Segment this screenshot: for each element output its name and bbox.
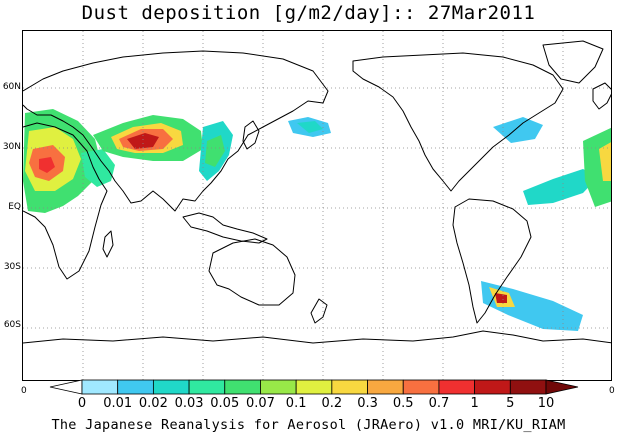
colorbar-tick-label: 0.1 [285, 396, 307, 411]
lat-label-eq: EQ [8, 202, 21, 212]
colorbar-cell [152, 379, 190, 395]
dust-plume-north-pacific-inner [297, 121, 323, 133]
colorbar-tick-label: 0.02 [138, 396, 168, 411]
dust-plume-patagonia-hot [495, 293, 507, 303]
colorbar-tick-label: 0.3 [357, 396, 378, 411]
colorbar-left-edge-label: 0 [21, 386, 27, 396]
colorbar-cell [117, 379, 154, 395]
dust-field [23, 109, 611, 331]
colorbar-cell-over [545, 379, 579, 395]
colorbar-cell-under [49, 379, 83, 395]
map-title: Dust deposition [g/m2/day]:: 27Mar2011 [81, 2, 536, 24]
europe-east-edge [592, 82, 611, 110]
australia-coast [208, 238, 296, 306]
colorbar-tick-label: 0.2 [321, 396, 343, 411]
dust-plume-sahara-hot [39, 157, 55, 173]
colorbar-tick-label: 0.03 [174, 396, 204, 411]
greenland-coast [542, 40, 604, 84]
colorbar-tick-label: 5 [506, 396, 515, 411]
colorbar-tick-label: 0 [77, 396, 87, 411]
map-canvas [23, 31, 611, 380]
colorbar-cell [81, 379, 119, 395]
colorbar-cell [474, 379, 511, 395]
colorbar-tick-label: 0.01 [103, 396, 133, 411]
dust-plume-patagonia [481, 281, 583, 331]
colorbar-tick-label: 1 [470, 396, 479, 411]
lat-label-60s: 60S [3, 320, 21, 330]
colorbar-cell [224, 379, 261, 395]
world-map [22, 30, 612, 381]
dust-plume-west-africa-east-core [599, 142, 611, 181]
dust-plume-north-america [493, 117, 543, 143]
lat-label-30s: 30S [3, 262, 21, 272]
colorbar [49, 379, 579, 395]
colorbar-cell [331, 379, 368, 395]
colorbar-tick-label: 0.7 [428, 396, 450, 411]
madagascar-coast [102, 230, 114, 258]
colorbar-cell [367, 379, 404, 395]
colorbar-cell [438, 379, 476, 395]
colorbar-tick-label: 0.5 [392, 396, 414, 411]
colorbar-cell [295, 379, 333, 395]
dust-plume-asia-hot [127, 133, 159, 149]
newzealand-coast [310, 298, 328, 324]
south-america-coast [452, 198, 532, 324]
indonesia-coast [182, 212, 268, 244]
dust-plume-east-asia-inner [205, 135, 225, 167]
lat-label-60n: 60N [2, 82, 21, 92]
north-america-coast [352, 52, 564, 192]
colorbar-cell [402, 379, 440, 395]
colorbar-cells [49, 379, 579, 395]
antarctica-coast [23, 330, 611, 344]
eurasia-coast [23, 50, 329, 212]
colorbar-cell [188, 379, 226, 395]
colorbar-tick-label: 0.05 [210, 396, 240, 411]
colorbar-tick-label: 10 [537, 396, 555, 411]
colorbar-cell [260, 379, 297, 395]
africa-coast [23, 122, 108, 280]
colorbar-cell [509, 379, 547, 395]
dust-plume-tropical-atlantic [523, 169, 598, 205]
japan-coast [242, 120, 260, 150]
colorbar-tick-label: 0.07 [245, 396, 275, 411]
footer-credit: The Japanese Reanalysis for Aerosol (JRA… [51, 417, 566, 433]
graticule [23, 31, 611, 380]
colorbar-right-edge-label: 0 [609, 386, 615, 396]
coastlines [23, 40, 611, 344]
lat-label-30n: 30N [2, 142, 21, 152]
